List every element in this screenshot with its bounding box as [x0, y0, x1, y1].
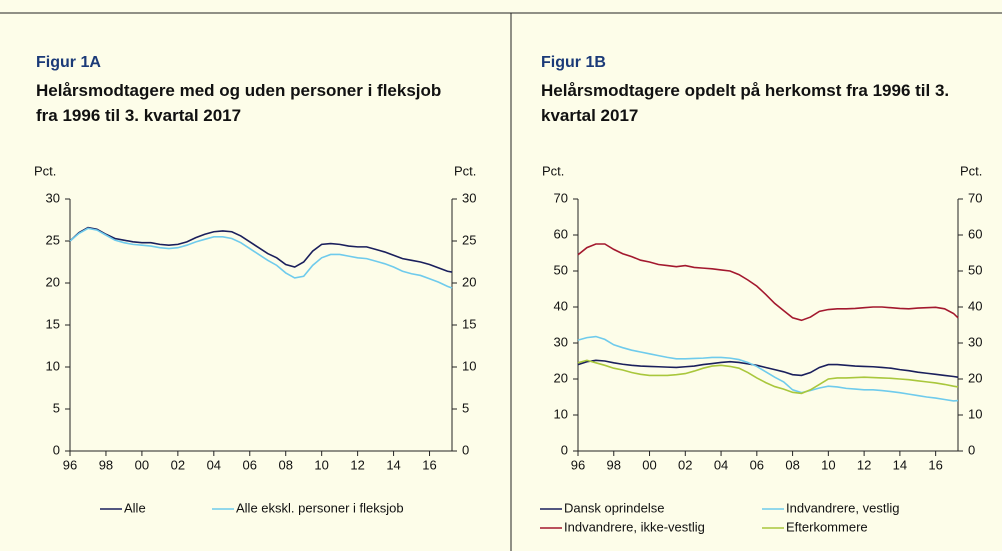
- y-tick-label: 70: [554, 190, 568, 205]
- x-tick-label: 04: [207, 457, 221, 472]
- y-tick-label: 20: [46, 274, 60, 289]
- y-axis-label: Pct.: [34, 163, 56, 178]
- y-tick-label: 5: [53, 400, 60, 415]
- legend-label: Efterkommere: [786, 519, 868, 534]
- x-tick-label: 14: [386, 457, 400, 472]
- legend-label: Alle: [124, 500, 146, 515]
- series-line: [577, 359, 959, 395]
- x-tick-label: 96: [63, 457, 77, 472]
- x-tick-label: 16: [422, 457, 436, 472]
- y2-tick-label: 50: [968, 262, 982, 277]
- x-tick-label: 10: [821, 457, 835, 472]
- chart-title: Helårsmodtagere med og uden personer i f…: [36, 81, 442, 125]
- y2-tick-label: 60: [968, 226, 982, 241]
- y-tick-label: 10: [46, 358, 60, 373]
- y-tick-label: 40: [554, 298, 568, 313]
- y-tick-label: 0: [561, 442, 568, 457]
- legend-label: Indvandrere, vestlig: [786, 500, 899, 515]
- y-tick-label: 30: [554, 334, 568, 349]
- y-axis-label: Pct.: [542, 163, 564, 178]
- x-tick-label: 08: [785, 457, 799, 472]
- series-line: [577, 335, 959, 402]
- y2-axis-label: Pct.: [454, 163, 476, 178]
- y-tick-label: 30: [46, 190, 60, 205]
- x-tick-label: 02: [171, 457, 185, 472]
- y2-tick-label: 20: [462, 274, 476, 289]
- y-tick-label: 20: [554, 370, 568, 385]
- x-tick-label: 12: [350, 457, 364, 472]
- y2-tick-label: 70: [968, 190, 982, 205]
- x-tick-label: 00: [135, 457, 149, 472]
- x-tick-label: 96: [571, 457, 585, 472]
- y-tick-label: 25: [46, 232, 60, 247]
- x-tick-label: 02: [678, 457, 692, 472]
- y2-tick-label: 30: [462, 190, 476, 205]
- x-tick-label: 10: [314, 457, 328, 472]
- header-b: Figur 1B Helårsmodtagere opdelt på herko…: [541, 54, 981, 128]
- x-tick-label: 12: [857, 457, 871, 472]
- x-tick-label: 00: [642, 457, 656, 472]
- legend-label: Dansk oprindelse: [564, 500, 664, 515]
- x-tick-label: 14: [893, 457, 907, 472]
- y2-tick-label: 40: [968, 298, 982, 313]
- y2-tick-label: 30: [968, 334, 982, 349]
- y2-tick-label: 10: [462, 358, 476, 373]
- chart-title: Helårsmodtagere opdelt på herkomst fra 1…: [541, 81, 950, 125]
- y2-tick-label: 0: [462, 442, 469, 457]
- legend-label: Alle ekskl. personer i fleksjob: [236, 500, 404, 515]
- x-tick-label: 06: [750, 457, 764, 472]
- y2-tick-label: 5: [462, 400, 469, 415]
- x-tick-label: 98: [99, 457, 113, 472]
- y2-axis-label: Pct.: [960, 163, 982, 178]
- x-tick-label: 16: [928, 457, 942, 472]
- y2-tick-label: 15: [462, 316, 476, 331]
- legend-label: Indvandrere, ikke-vestlig: [564, 519, 705, 534]
- y-tick-label: 50: [554, 262, 568, 277]
- y2-tick-label: 20: [968, 370, 982, 385]
- y2-tick-label: 10: [968, 406, 982, 421]
- x-tick-label: 06: [243, 457, 257, 472]
- series-line: [577, 243, 959, 322]
- figure-label: Figur 1B: [541, 54, 606, 71]
- figure-label: Figur 1A: [36, 54, 101, 71]
- series-line: [577, 359, 959, 378]
- header-a: Figur 1A Helårsmodtagere med og uden per…: [36, 54, 476, 128]
- y2-tick-label: 0: [968, 442, 975, 457]
- y-tick-label: 0: [53, 442, 60, 457]
- y-tick-label: 10: [554, 406, 568, 421]
- y-tick-label: 15: [46, 316, 60, 331]
- x-tick-label: 98: [607, 457, 621, 472]
- series-line: [69, 227, 453, 289]
- series-line: [69, 226, 453, 273]
- y2-tick-label: 25: [462, 232, 476, 247]
- x-tick-label: 04: [714, 457, 728, 472]
- x-tick-label: 08: [278, 457, 292, 472]
- y-tick-label: 60: [554, 226, 568, 241]
